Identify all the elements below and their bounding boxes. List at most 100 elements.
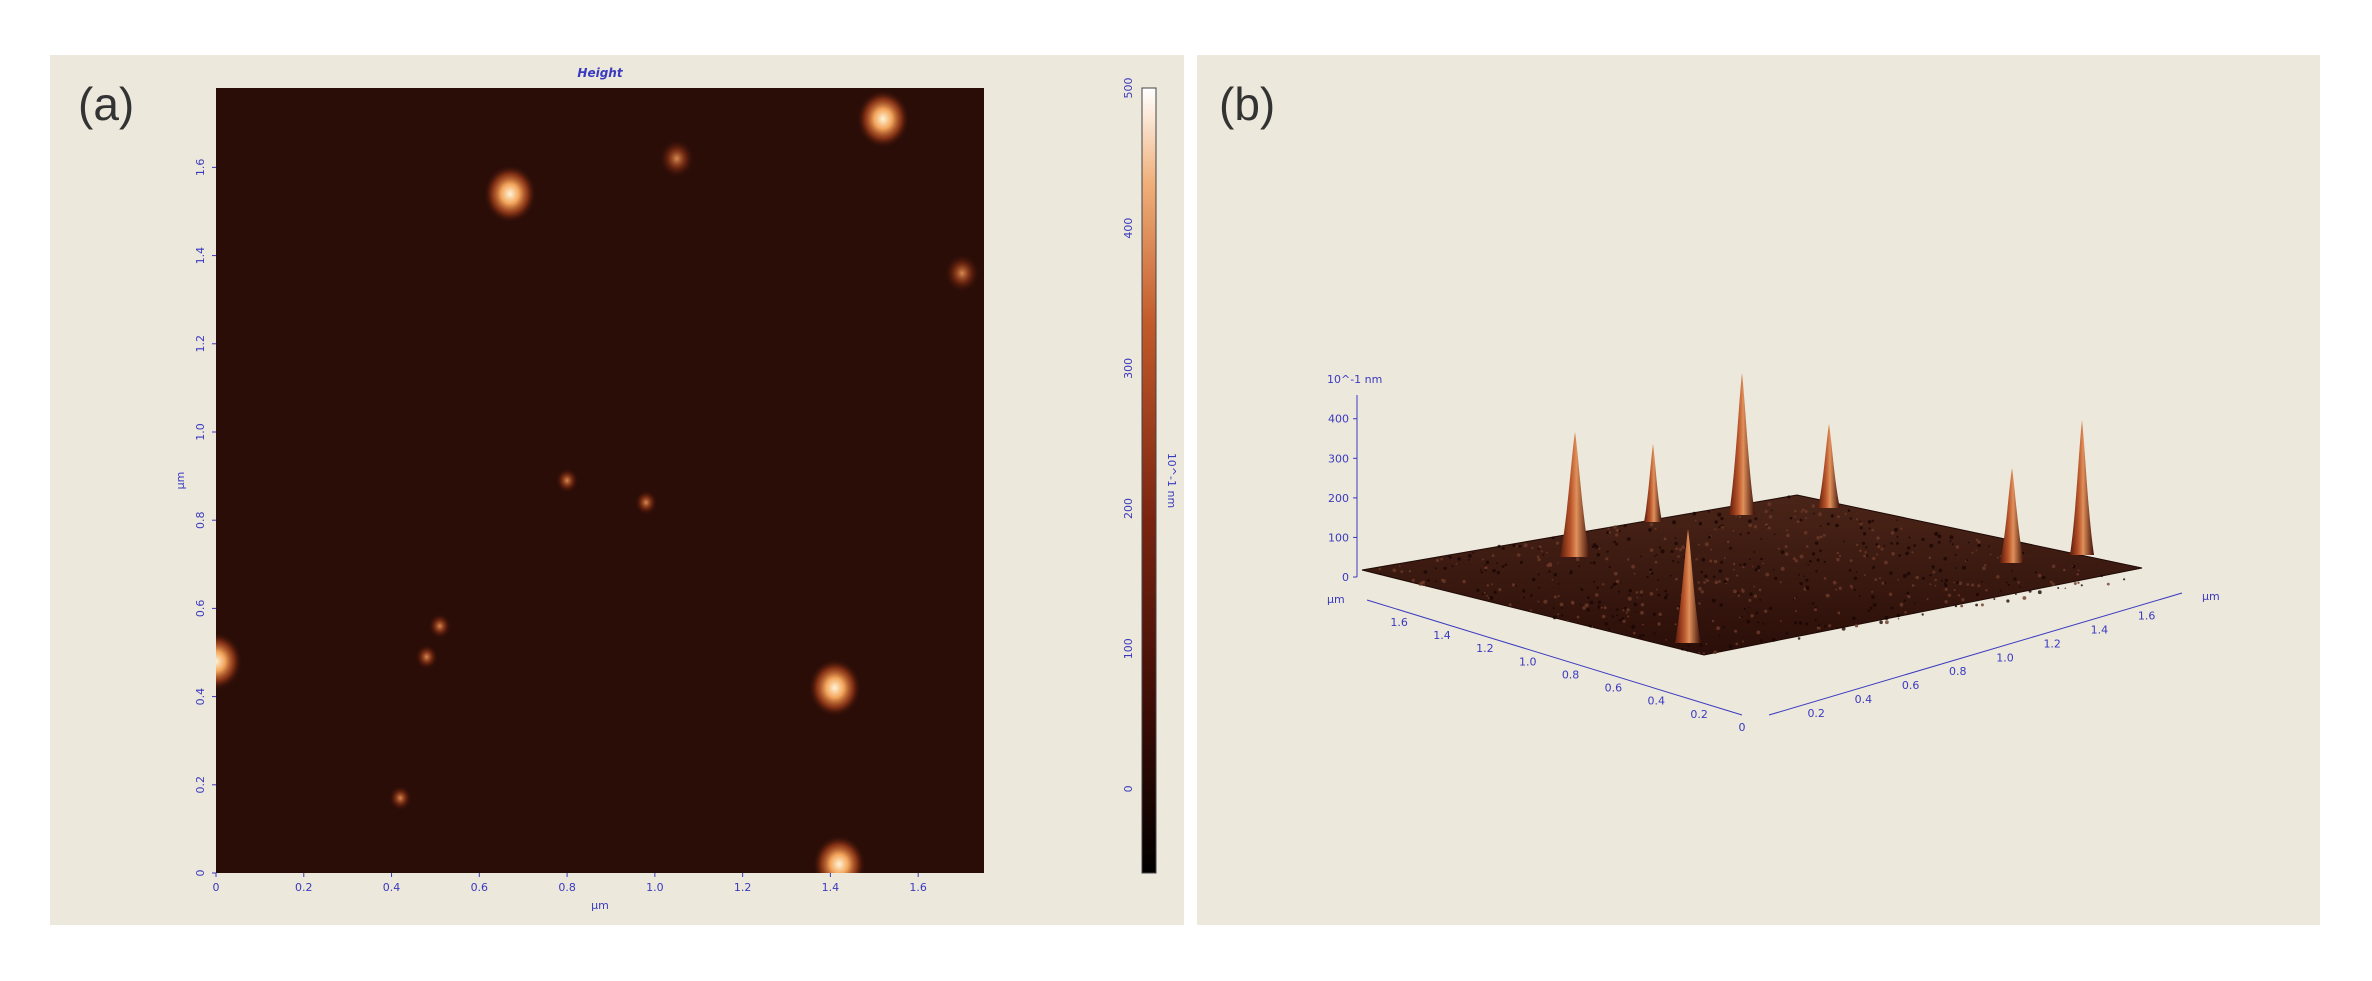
surface-texture (1735, 642, 1739, 646)
surface-texture (1967, 541, 1970, 544)
surface-texture (1613, 540, 1616, 544)
surface-texture (1977, 584, 1981, 588)
surface-texture (1871, 528, 1874, 532)
surface-texture (1530, 609, 1532, 612)
surface-texture (1890, 606, 1894, 610)
surface-texture (1794, 515, 1796, 518)
x-tick-label-3d: 0.4 (1648, 695, 1666, 708)
surface-texture (1789, 516, 1793, 520)
x-tick-label: 0.4 (383, 881, 401, 894)
surface-texture (1723, 579, 1727, 584)
surface-texture (1740, 615, 1743, 618)
surface-texture (1777, 547, 1780, 550)
surface-texture (1773, 533, 1776, 536)
surface-texture (1649, 591, 1654, 596)
surface-texture (1762, 622, 1765, 625)
surface-texture (1515, 545, 1518, 548)
surface-texture (1448, 555, 1450, 557)
surface-texture (1899, 602, 1904, 607)
height-feature (556, 468, 579, 493)
surface-texture (1627, 558, 1630, 561)
surface-texture (1746, 612, 1749, 614)
surface-texture (1711, 598, 1716, 603)
surface-texture (1616, 608, 1619, 611)
surface-texture (1628, 589, 1632, 593)
panel-b-label: (b) (1219, 78, 1276, 130)
surface-texture (1896, 519, 1898, 521)
surface-texture (1589, 624, 1593, 628)
surface-texture (1867, 520, 1872, 524)
surface-texture (1891, 552, 1895, 556)
surface-texture (1484, 566, 1488, 570)
x-tick-label: 0.6 (471, 881, 489, 894)
surface-texture (1905, 551, 1909, 556)
surface-texture (1718, 634, 1721, 637)
surface-texture (1722, 626, 1725, 629)
surface-texture (1622, 609, 1625, 612)
z-tick-label: 400 (1328, 413, 1349, 426)
surface-texture (1755, 611, 1759, 615)
surface-texture (1608, 627, 1611, 630)
surface-texture (1467, 554, 1472, 558)
surface-texture (1704, 542, 1709, 547)
surface-texture (1934, 578, 1937, 582)
surface-texture (1803, 531, 1808, 535)
surface-texture (1811, 602, 1815, 605)
surface-texture (1732, 562, 1736, 566)
surface-texture (1598, 547, 1601, 550)
x-tick-label-3d: 1.4 (1433, 629, 1451, 642)
surface-texture (2017, 581, 2020, 584)
surface-texture (1938, 568, 1943, 573)
surface-texture (1797, 637, 1801, 640)
surface-texture (1600, 606, 1603, 609)
surface-texture (1713, 559, 1718, 564)
surface-texture (1890, 531, 1895, 535)
surface-texture (1621, 617, 1625, 620)
surface-texture (1803, 575, 1805, 577)
x-axis-label: µm (591, 899, 609, 912)
surface-texture (1654, 555, 1656, 557)
surface-texture (1814, 618, 1817, 621)
surface-texture (1617, 590, 1621, 593)
surface-texture (1759, 639, 1763, 643)
surface-texture (1663, 537, 1667, 541)
surface-texture (1720, 517, 1724, 521)
surface-texture (2064, 587, 2067, 590)
surface-texture (1911, 551, 1914, 554)
surface-texture (1698, 602, 1701, 605)
surface-texture (1679, 548, 1683, 552)
surface-texture (1552, 615, 1557, 620)
surface-texture (1747, 519, 1752, 523)
surface-texture (1560, 606, 1563, 609)
surface-texture (1717, 512, 1722, 517)
surface-texture (1772, 568, 1775, 571)
y-tick-label-3d: 0.8 (1949, 665, 1967, 678)
surface-texture (1785, 552, 1789, 556)
surface-texture (1735, 514, 1738, 517)
surface-texture (1663, 595, 1668, 600)
surface-texture (1961, 598, 1965, 602)
surface-texture (1818, 512, 1822, 517)
surface-texture (2037, 590, 2042, 595)
surface-texture (1596, 586, 1599, 589)
surface-texture (1665, 593, 1669, 596)
surface-texture (1824, 625, 1827, 628)
panel-a: (a) Height (50, 55, 1184, 925)
height-feature (659, 139, 694, 178)
surface-texture (2034, 571, 2037, 574)
surface-texture (1768, 515, 1773, 519)
surface-texture (1754, 517, 1758, 521)
surface-texture (1570, 600, 1575, 605)
surface-texture (1999, 589, 2002, 592)
surface-texture (1718, 569, 1723, 573)
surface-texture (1523, 596, 1525, 599)
surface-texture (1664, 589, 1667, 593)
surface-texture (1868, 527, 1871, 530)
surface-texture (1949, 535, 1954, 540)
surface-texture (1889, 571, 1893, 575)
surface-texture (1675, 577, 1678, 581)
surface-texture (2011, 569, 2013, 572)
surface-texture (2015, 593, 2017, 595)
surface-texture (1392, 568, 1397, 573)
surface-texture (1706, 579, 1709, 583)
